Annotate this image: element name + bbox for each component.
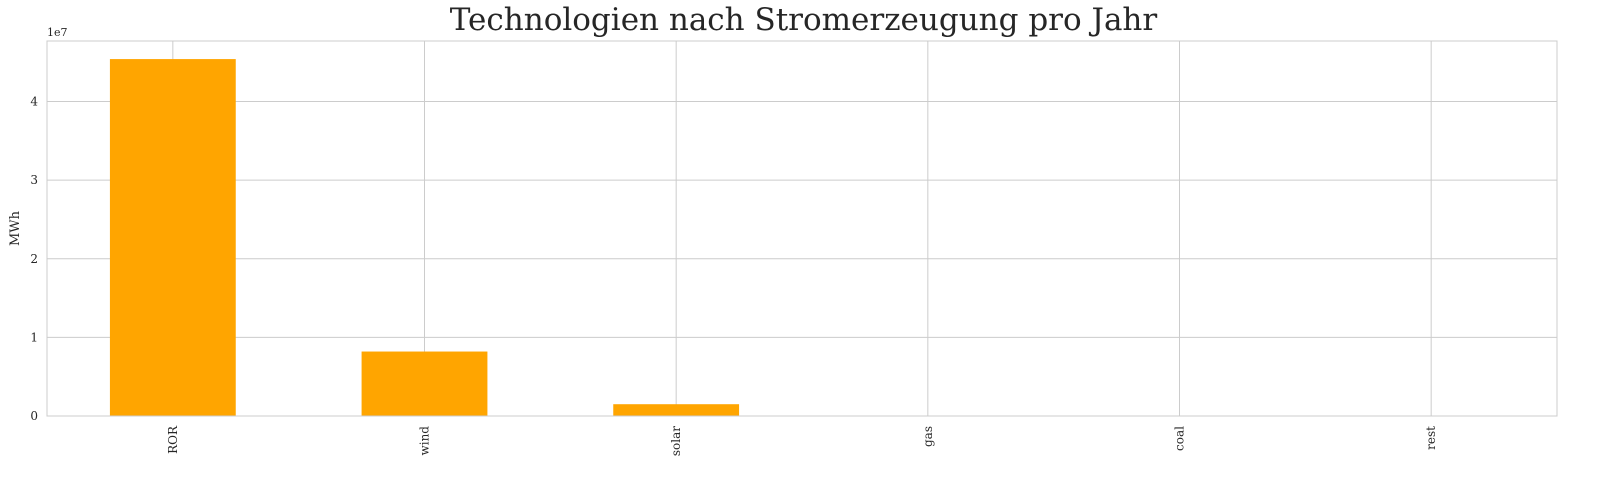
x-tick-label: wind [418, 426, 432, 456]
y-tick-label: 2 [30, 252, 38, 266]
x-tick-label: coal [1173, 426, 1187, 451]
bar-solar [613, 404, 740, 416]
x-tick-label: rest [1424, 426, 1438, 450]
y-ticks: 0 1 2 3 4 [30, 95, 38, 423]
grid [47, 41, 1557, 417]
plot-frame [46, 40, 1558, 417]
y-offset-label: 1e7 [47, 26, 68, 39]
x-ticks: ROR wind solar gas coal rest [166, 425, 1438, 456]
y-tick-label: 0 [30, 409, 38, 423]
y-tick-label: 4 [30, 95, 38, 109]
x-tick-label: gas [921, 426, 935, 447]
bar-ror [109, 59, 236, 417]
x-tick-label: solar [669, 426, 683, 456]
bar-wind [361, 351, 488, 416]
y-tick-label: 1 [30, 330, 38, 344]
bars [109, 59, 740, 417]
y-tick-label: 3 [30, 173, 38, 187]
chart-title: Technologien nach Stromerzeugung pro Jah… [449, 2, 1158, 38]
y-axis-label: MWh [8, 210, 23, 246]
x-tick-label: ROR [166, 425, 180, 454]
